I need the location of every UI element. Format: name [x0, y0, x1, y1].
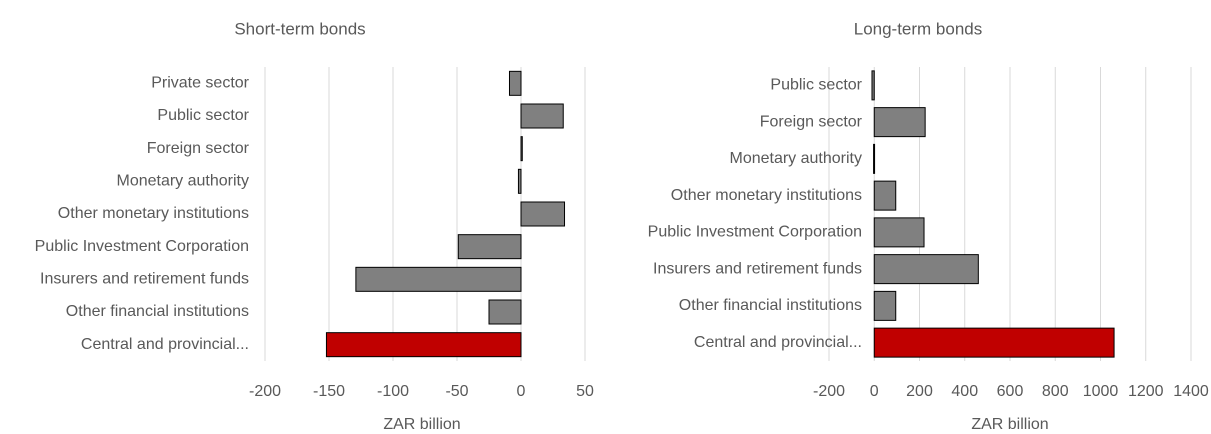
bar: [873, 180, 897, 211]
y-tick-label: Public Investment Corporation: [35, 238, 249, 255]
chart-title: Short-term bonds: [234, 19, 365, 38]
x-tick-label: 0: [517, 383, 526, 400]
y-tick-label: Insurers and retirement funds: [653, 260, 862, 277]
x-axis-label: ZAR billion: [971, 416, 1048, 433]
bar: [517, 168, 522, 194]
bar: [488, 299, 522, 325]
x-tick-label: 1000: [1083, 383, 1119, 400]
x-tick-label: 1200: [1128, 383, 1164, 400]
y-tick-label: Public sector: [770, 77, 862, 94]
chart-title: Long-term bonds: [854, 19, 983, 38]
x-tick-label: -50: [445, 383, 468, 400]
bar: [873, 290, 897, 321]
y-tick-label: Public sector: [157, 107, 249, 124]
y-tick-label: Central and provincial...: [694, 334, 862, 351]
bar: [873, 143, 876, 174]
y-tick-label: Other financial institutions: [66, 303, 249, 320]
y-tick-label: Other monetary institutions: [671, 187, 862, 204]
y-tick-label: Monetary authority: [729, 150, 862, 167]
x-tick-label: 0: [870, 383, 879, 400]
x-tick-label: -150: [313, 383, 345, 400]
x-tick-label: 600: [997, 383, 1024, 400]
bar: [325, 332, 522, 358]
bar: [520, 136, 523, 162]
bar: [873, 107, 926, 138]
y-tick-label: Private sector: [151, 75, 249, 92]
bar: [355, 266, 522, 292]
x-tick-label: 800: [1042, 383, 1069, 400]
y-tick-label: Other financial institutions: [679, 297, 862, 314]
bar: [508, 70, 522, 96]
y-tick-label: Central and provincial...: [81, 336, 249, 353]
x-axis-label: ZAR billion: [383, 416, 460, 433]
x-tick-label: -100: [377, 383, 409, 400]
y-tick-label: Insurers and retirement funds: [40, 271, 249, 288]
bar: [873, 217, 925, 248]
x-tick-label: 400: [951, 383, 978, 400]
bar: [871, 70, 875, 101]
x-tick-label: 200: [906, 383, 933, 400]
y-tick-label: Monetary authority: [116, 173, 249, 190]
bar: [520, 103, 564, 129]
y-tick-label: Foreign sector: [760, 113, 863, 130]
y-tick-label: Foreign sector: [147, 140, 250, 157]
y-tick-label: Other monetary institutions: [58, 205, 249, 222]
bar: [520, 201, 566, 227]
bar: [873, 254, 979, 285]
x-tick-label: -200: [813, 383, 845, 400]
x-tick-label: 1400: [1173, 383, 1209, 400]
x-tick-label: -200: [249, 383, 281, 400]
y-tick-label: Public Investment Corporation: [648, 224, 862, 241]
bar: [457, 234, 522, 260]
x-tick-label: 50: [576, 383, 594, 400]
bar: [873, 327, 1115, 358]
